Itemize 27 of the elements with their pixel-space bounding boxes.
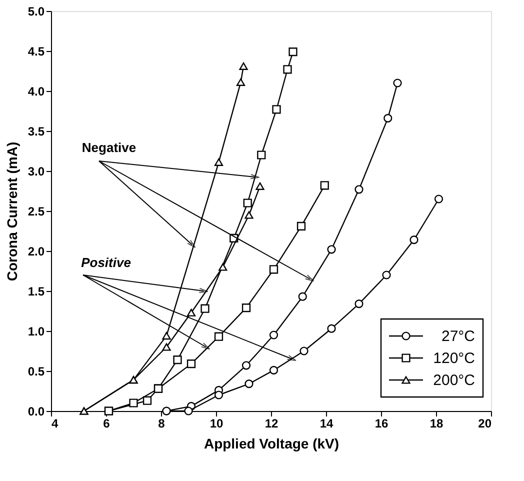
y-tick-label: 1.0	[28, 324, 45, 338]
y-tick-label: 3.5	[28, 124, 45, 138]
y-tick-label: 2.5	[28, 204, 45, 218]
y-tick-label: 2.0	[28, 244, 45, 258]
y-tick-label: 0.5	[28, 364, 45, 378]
x-tick-label: 4	[52, 416, 58, 430]
annotation: Positive	[81, 255, 131, 270]
x-tick-label: 16	[374, 416, 388, 430]
x-tick-label: 14	[320, 416, 334, 430]
legend-label: 27°C	[441, 328, 476, 345]
y-tick-label: 4.5	[28, 44, 45, 58]
legend-label: 120°C	[433, 350, 476, 367]
x-tick-label: 6	[103, 416, 110, 430]
y-tick-label: 1.5	[28, 284, 45, 298]
annotation: Negative	[82, 140, 136, 155]
x-tick-label: 18	[430, 416, 444, 430]
x-tick-label: 8	[158, 416, 166, 430]
x-tick-label: 10	[210, 416, 224, 430]
y-tick-label: 4.0	[28, 84, 45, 98]
legend-label: 200°C	[433, 372, 476, 389]
y-tick-label: 5.0	[28, 4, 45, 18]
y-axis-title: Corona Current (mA)	[4, 142, 20, 282]
x-axis-title: Applied Voltage (kV)	[204, 436, 340, 452]
y-tick-label: 0.0	[28, 404, 45, 418]
x-tick-label: 20	[478, 416, 492, 430]
x-tick-label: 12	[264, 416, 278, 430]
y-tick-label: 3.0	[28, 164, 45, 178]
